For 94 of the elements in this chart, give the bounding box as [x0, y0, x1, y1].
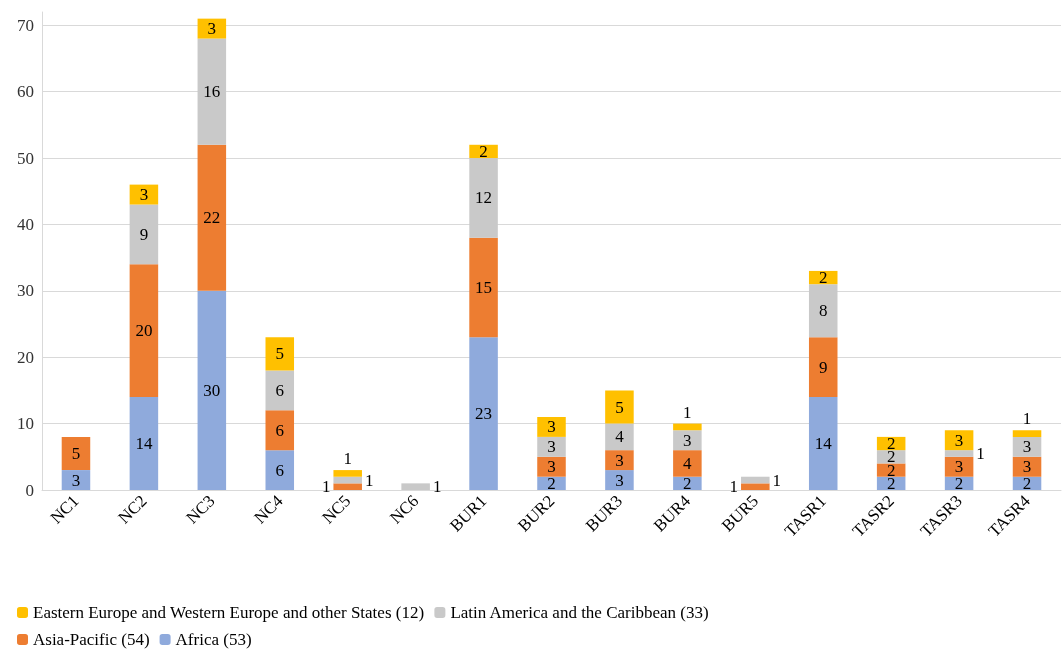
bar	[469, 158, 498, 238]
bar	[129, 397, 159, 490]
data-label: 2	[818, 268, 828, 288]
data-label: 3	[207, 19, 217, 39]
bar	[605, 423, 634, 451]
data-label: 14	[814, 434, 833, 454]
bar	[673, 423, 702, 431]
bar	[469, 337, 498, 490]
data-label: 1	[772, 470, 782, 490]
legend-label: Latin America and the Caribbean (33)	[450, 603, 709, 622]
bar	[401, 483, 430, 490]
data-label: 1	[432, 477, 442, 497]
y-tick-label: 0	[25, 480, 34, 500]
data-label: 5	[615, 397, 624, 417]
y-tick-label: 40	[17, 214, 34, 234]
data-label: 3	[954, 430, 964, 450]
data-label: 14	[135, 434, 153, 454]
data-label: 1	[976, 443, 985, 463]
data-label: 20	[135, 321, 153, 341]
bar	[808, 284, 838, 338]
data-label: 1	[343, 449, 352, 469]
y-tick-label: 50	[17, 148, 34, 168]
data-label: 1	[683, 402, 692, 422]
data-label: 15	[475, 278, 493, 298]
bar	[333, 476, 362, 484]
bar	[265, 450, 295, 490]
x-tick-label: NC2	[114, 491, 151, 528]
bar	[265, 337, 295, 371]
bar	[605, 470, 634, 490]
bar	[197, 290, 227, 490]
data-label: 4	[615, 427, 625, 447]
data-label: 16	[203, 82, 221, 102]
bar	[61, 436, 91, 471]
data-label: 9	[139, 224, 149, 244]
data-label: 1	[1022, 409, 1032, 429]
bar	[469, 237, 498, 338]
data-label: 5	[71, 443, 81, 463]
y-tick-label: 10	[17, 414, 34, 434]
bar	[333, 483, 362, 490]
bar	[605, 390, 634, 424]
data-label: 1	[729, 477, 739, 497]
legend-label: Eastern Europe and Western Europe and other States (12)	[33, 603, 425, 622]
data-label: 6	[275, 460, 285, 480]
bar	[265, 410, 295, 451]
bar	[673, 430, 702, 451]
data-label: 2	[479, 141, 488, 161]
bar	[197, 18, 227, 39]
data-label: 1	[321, 477, 331, 497]
bar	[741, 476, 770, 484]
bar	[197, 38, 227, 145]
bar	[741, 483, 770, 490]
bar	[808, 397, 838, 490]
data-label: 3	[615, 450, 624, 470]
data-label: 6	[275, 380, 285, 400]
bar	[537, 436, 566, 457]
data-label: 4	[683, 453, 693, 473]
data-label: 3	[683, 430, 692, 450]
data-label: 3	[547, 417, 556, 437]
data-label: 3	[615, 470, 624, 490]
data-label: 2	[683, 473, 692, 493]
data-label: 1	[364, 470, 374, 490]
y-tick-label: 30	[17, 281, 34, 301]
data-label: 5	[275, 344, 285, 364]
y-tick-label: 20	[17, 347, 34, 367]
bar	[808, 337, 838, 398]
bar	[129, 264, 159, 398]
y-tick-label: 60	[17, 82, 34, 102]
x-tick-label: NC3	[182, 491, 219, 528]
data-label: 8	[818, 301, 828, 321]
data-label: 9	[818, 357, 828, 377]
bar	[605, 450, 634, 471]
data-label: 3	[547, 437, 556, 457]
data-label: 6	[275, 420, 285, 440]
bar	[129, 204, 159, 265]
bar	[197, 144, 227, 291]
y-tick-label: 70	[17, 15, 34, 35]
data-label: 22	[203, 208, 221, 228]
bar	[876, 463, 906, 477]
bar	[673, 450, 702, 477]
data-label: 3	[71, 470, 81, 490]
legend-label: Africa (53)	[175, 630, 252, 649]
data-label: 23	[475, 404, 493, 424]
x-tick-label: NC1	[46, 491, 83, 528]
data-label: 12	[475, 188, 493, 208]
legend-label: Asia-Pacific (54)	[33, 630, 150, 649]
data-label: 3	[139, 185, 149, 205]
bar	[265, 370, 295, 411]
data-label: 3	[1022, 437, 1032, 457]
bar	[537, 456, 566, 477]
data-label: 30	[203, 380, 221, 400]
bar	[333, 470, 362, 477]
bar	[537, 416, 566, 437]
bar	[1012, 430, 1042, 437]
bar	[944, 450, 974, 457]
